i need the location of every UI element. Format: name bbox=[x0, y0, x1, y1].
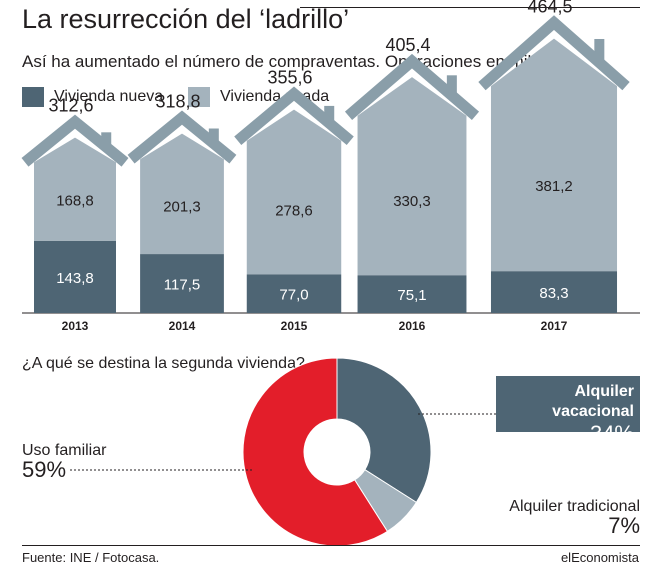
donut-title: ¿A qué se destina la segunda vivienda? bbox=[22, 355, 305, 372]
house-2013: 168,8 143,8 312,6 2013 bbox=[21, 96, 129, 333]
title-rule bbox=[300, 7, 640, 8]
legend-item-nueva: Vivienda nueva bbox=[22, 86, 163, 108]
bar-usada bbox=[140, 133, 224, 255]
bar-nueva bbox=[140, 254, 224, 313]
footer-brand: elEconomista bbox=[560, 550, 639, 565]
x-tick-label: 2013 bbox=[62, 319, 89, 333]
data-label-nueva: 77,0 bbox=[279, 287, 308, 304]
legend-swatch-usada bbox=[188, 87, 210, 107]
x-tick-label: 2017 bbox=[541, 319, 568, 333]
bar-usada bbox=[490, 38, 618, 272]
label-alquiler-tradicional-name: Alquiler tradicional bbox=[509, 498, 640, 515]
house-2014: 201,3 117,5 318,8 2014 bbox=[127, 92, 237, 333]
house-chimney bbox=[446, 75, 457, 94]
data-label-nueva: 75,1 bbox=[397, 287, 426, 304]
house-2017: 381,2 83,3 464,5 2017 bbox=[478, 0, 630, 333]
data-label-nueva: 117,5 bbox=[164, 277, 200, 294]
bar-usada bbox=[246, 109, 342, 275]
data-label-usada: 201,3 bbox=[163, 199, 201, 216]
data-label-usada: 381,2 bbox=[535, 178, 573, 195]
data-label-usada: 330,3 bbox=[393, 193, 431, 210]
data-label-total: 318,8 bbox=[155, 92, 200, 112]
bar-nueva bbox=[246, 274, 342, 313]
label-uso-familiar: Uso familiar 59% bbox=[22, 441, 106, 482]
data-label-total: 405,4 bbox=[385, 35, 430, 55]
data-label-total: 355,6 bbox=[267, 68, 312, 88]
label-alquiler-vacacional-pct: 34% bbox=[589, 421, 634, 446]
slice-alquiler-vacacional bbox=[336, 357, 432, 504]
label-alquiler-vacacional: Alquiler vacacional 34% bbox=[496, 376, 640, 445]
bar-nueva bbox=[490, 271, 618, 313]
data-label-usada: 168,8 bbox=[56, 192, 94, 209]
footer-rule bbox=[22, 545, 640, 546]
stacked-house-chart: 168,8 143,8 312,6 2013 201,3 117,5 318,8 2014 27… bbox=[21, 0, 640, 333]
house-chimney bbox=[208, 128, 219, 143]
label-alquiler-tradicional-pct: 7% bbox=[608, 513, 640, 538]
label-uso-familiar-name: Uso familiar bbox=[22, 442, 107, 459]
house-chimney bbox=[101, 132, 112, 146]
house-roof bbox=[234, 86, 354, 145]
house-2016: 330,3 75,1 405,4 2016 bbox=[344, 35, 480, 333]
data-label-total: 312,6 bbox=[48, 96, 93, 116]
x-tick-label: 2015 bbox=[281, 319, 308, 333]
bar-usada bbox=[34, 137, 116, 241]
bar-nueva bbox=[357, 275, 467, 313]
bar-usada bbox=[357, 77, 467, 276]
data-label-usada: 278,6 bbox=[275, 203, 313, 220]
x-tick-label: 2014 bbox=[169, 319, 196, 333]
house-roof bbox=[127, 110, 237, 164]
house-roof bbox=[478, 15, 630, 91]
label-uso-familiar-pct: 59% bbox=[22, 457, 67, 482]
data-label-nueva: 83,3 bbox=[539, 285, 568, 302]
label-alquiler-tradicional: Alquiler tradicional 7% bbox=[509, 497, 640, 538]
footer-source: Fuente: INE / Fotocasa. bbox=[22, 550, 160, 565]
data-label-nueva: 143,8 bbox=[56, 270, 94, 287]
chart-title: La resurrección del ‘ladrillo’ bbox=[22, 4, 350, 34]
house-chimney bbox=[594, 38, 605, 60]
house-roof bbox=[344, 53, 480, 120]
legend-swatch-nueva bbox=[22, 87, 44, 107]
legend-label-nueva: Vivienda nueva bbox=[54, 88, 164, 105]
label-alquiler-vacacional-name: Alquiler vacacional bbox=[552, 383, 634, 420]
house-roof bbox=[21, 114, 129, 167]
data-label-total: 464,5 bbox=[527, 0, 572, 17]
slice-uso-familiar bbox=[242, 357, 389, 547]
bar-nueva bbox=[34, 240, 116, 313]
house-chimney bbox=[324, 105, 335, 122]
x-tick-label: 2016 bbox=[399, 319, 426, 333]
house-2015: 278,6 77,0 355,6 2015 bbox=[234, 68, 354, 333]
